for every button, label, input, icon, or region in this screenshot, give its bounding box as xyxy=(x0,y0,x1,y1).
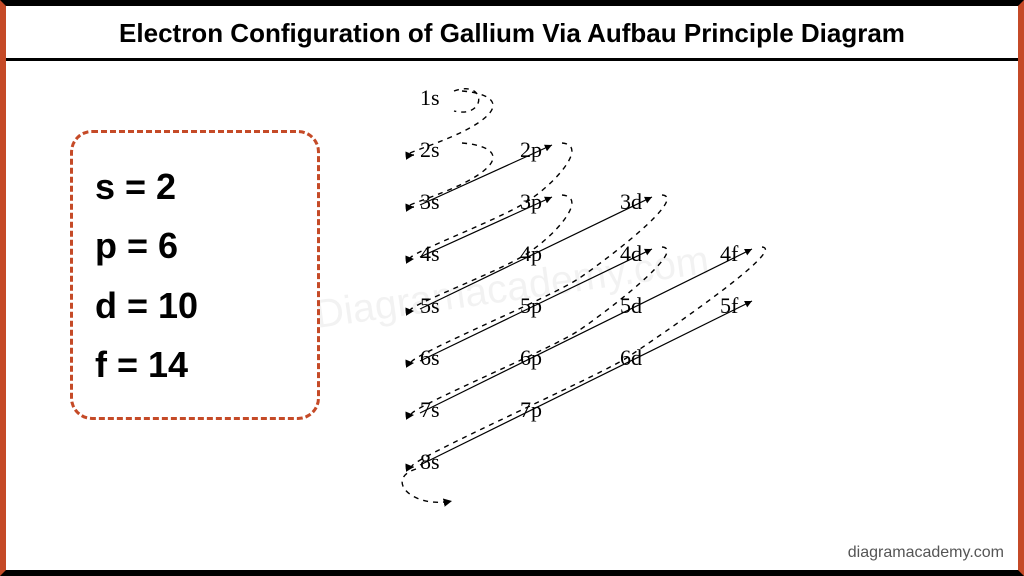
orbital-7s: 7s xyxy=(420,397,440,423)
orbital-4f: 4f xyxy=(720,241,738,267)
legend-item-p: p = 6 xyxy=(95,216,295,275)
legend-item-s: s = 2 xyxy=(95,157,295,216)
aufbau-arrows xyxy=(380,75,940,525)
legend-box: s = 2 p = 6 d = 10 f = 14 xyxy=(70,130,320,420)
orbital-6p: 6p xyxy=(520,345,542,371)
orbital-3p: 3p xyxy=(520,189,542,215)
orbital-6d: 6d xyxy=(620,345,642,371)
aufbau-diagram: 1s 2s 2p 3s 3p 3d 4s 4p 4d 4f 5s 5p 5d 5f 6s 6p 6d 7s 7p 8s xyxy=(380,75,940,525)
legend-item-d: d = 10 xyxy=(95,276,295,335)
orbital-3d: 3d xyxy=(620,189,642,215)
orbital-5d: 5d xyxy=(620,293,642,319)
orbital-4d: 4d xyxy=(620,241,642,267)
orbital-8s: 8s xyxy=(420,449,440,475)
orbital-7p: 7p xyxy=(520,397,542,423)
orbital-3s: 3s xyxy=(420,189,440,215)
title-underline xyxy=(6,58,1018,61)
attribution: diagramacademy.com xyxy=(848,544,1004,562)
orbital-6s: 6s xyxy=(420,345,440,371)
orbital-5p: 5p xyxy=(520,293,542,319)
orbital-4p: 4p xyxy=(520,241,542,267)
legend-item-f: f = 14 xyxy=(95,335,295,394)
orbital-1s: 1s xyxy=(420,85,440,111)
orbital-2s: 2s xyxy=(420,137,440,163)
page-title: Electron Configuration of Gallium Via Au… xyxy=(0,18,1024,49)
orbital-4s: 4s xyxy=(420,241,440,267)
orbital-2p: 2p xyxy=(520,137,542,163)
orbital-5s: 5s xyxy=(420,293,440,319)
orbital-5f: 5f xyxy=(720,293,738,319)
